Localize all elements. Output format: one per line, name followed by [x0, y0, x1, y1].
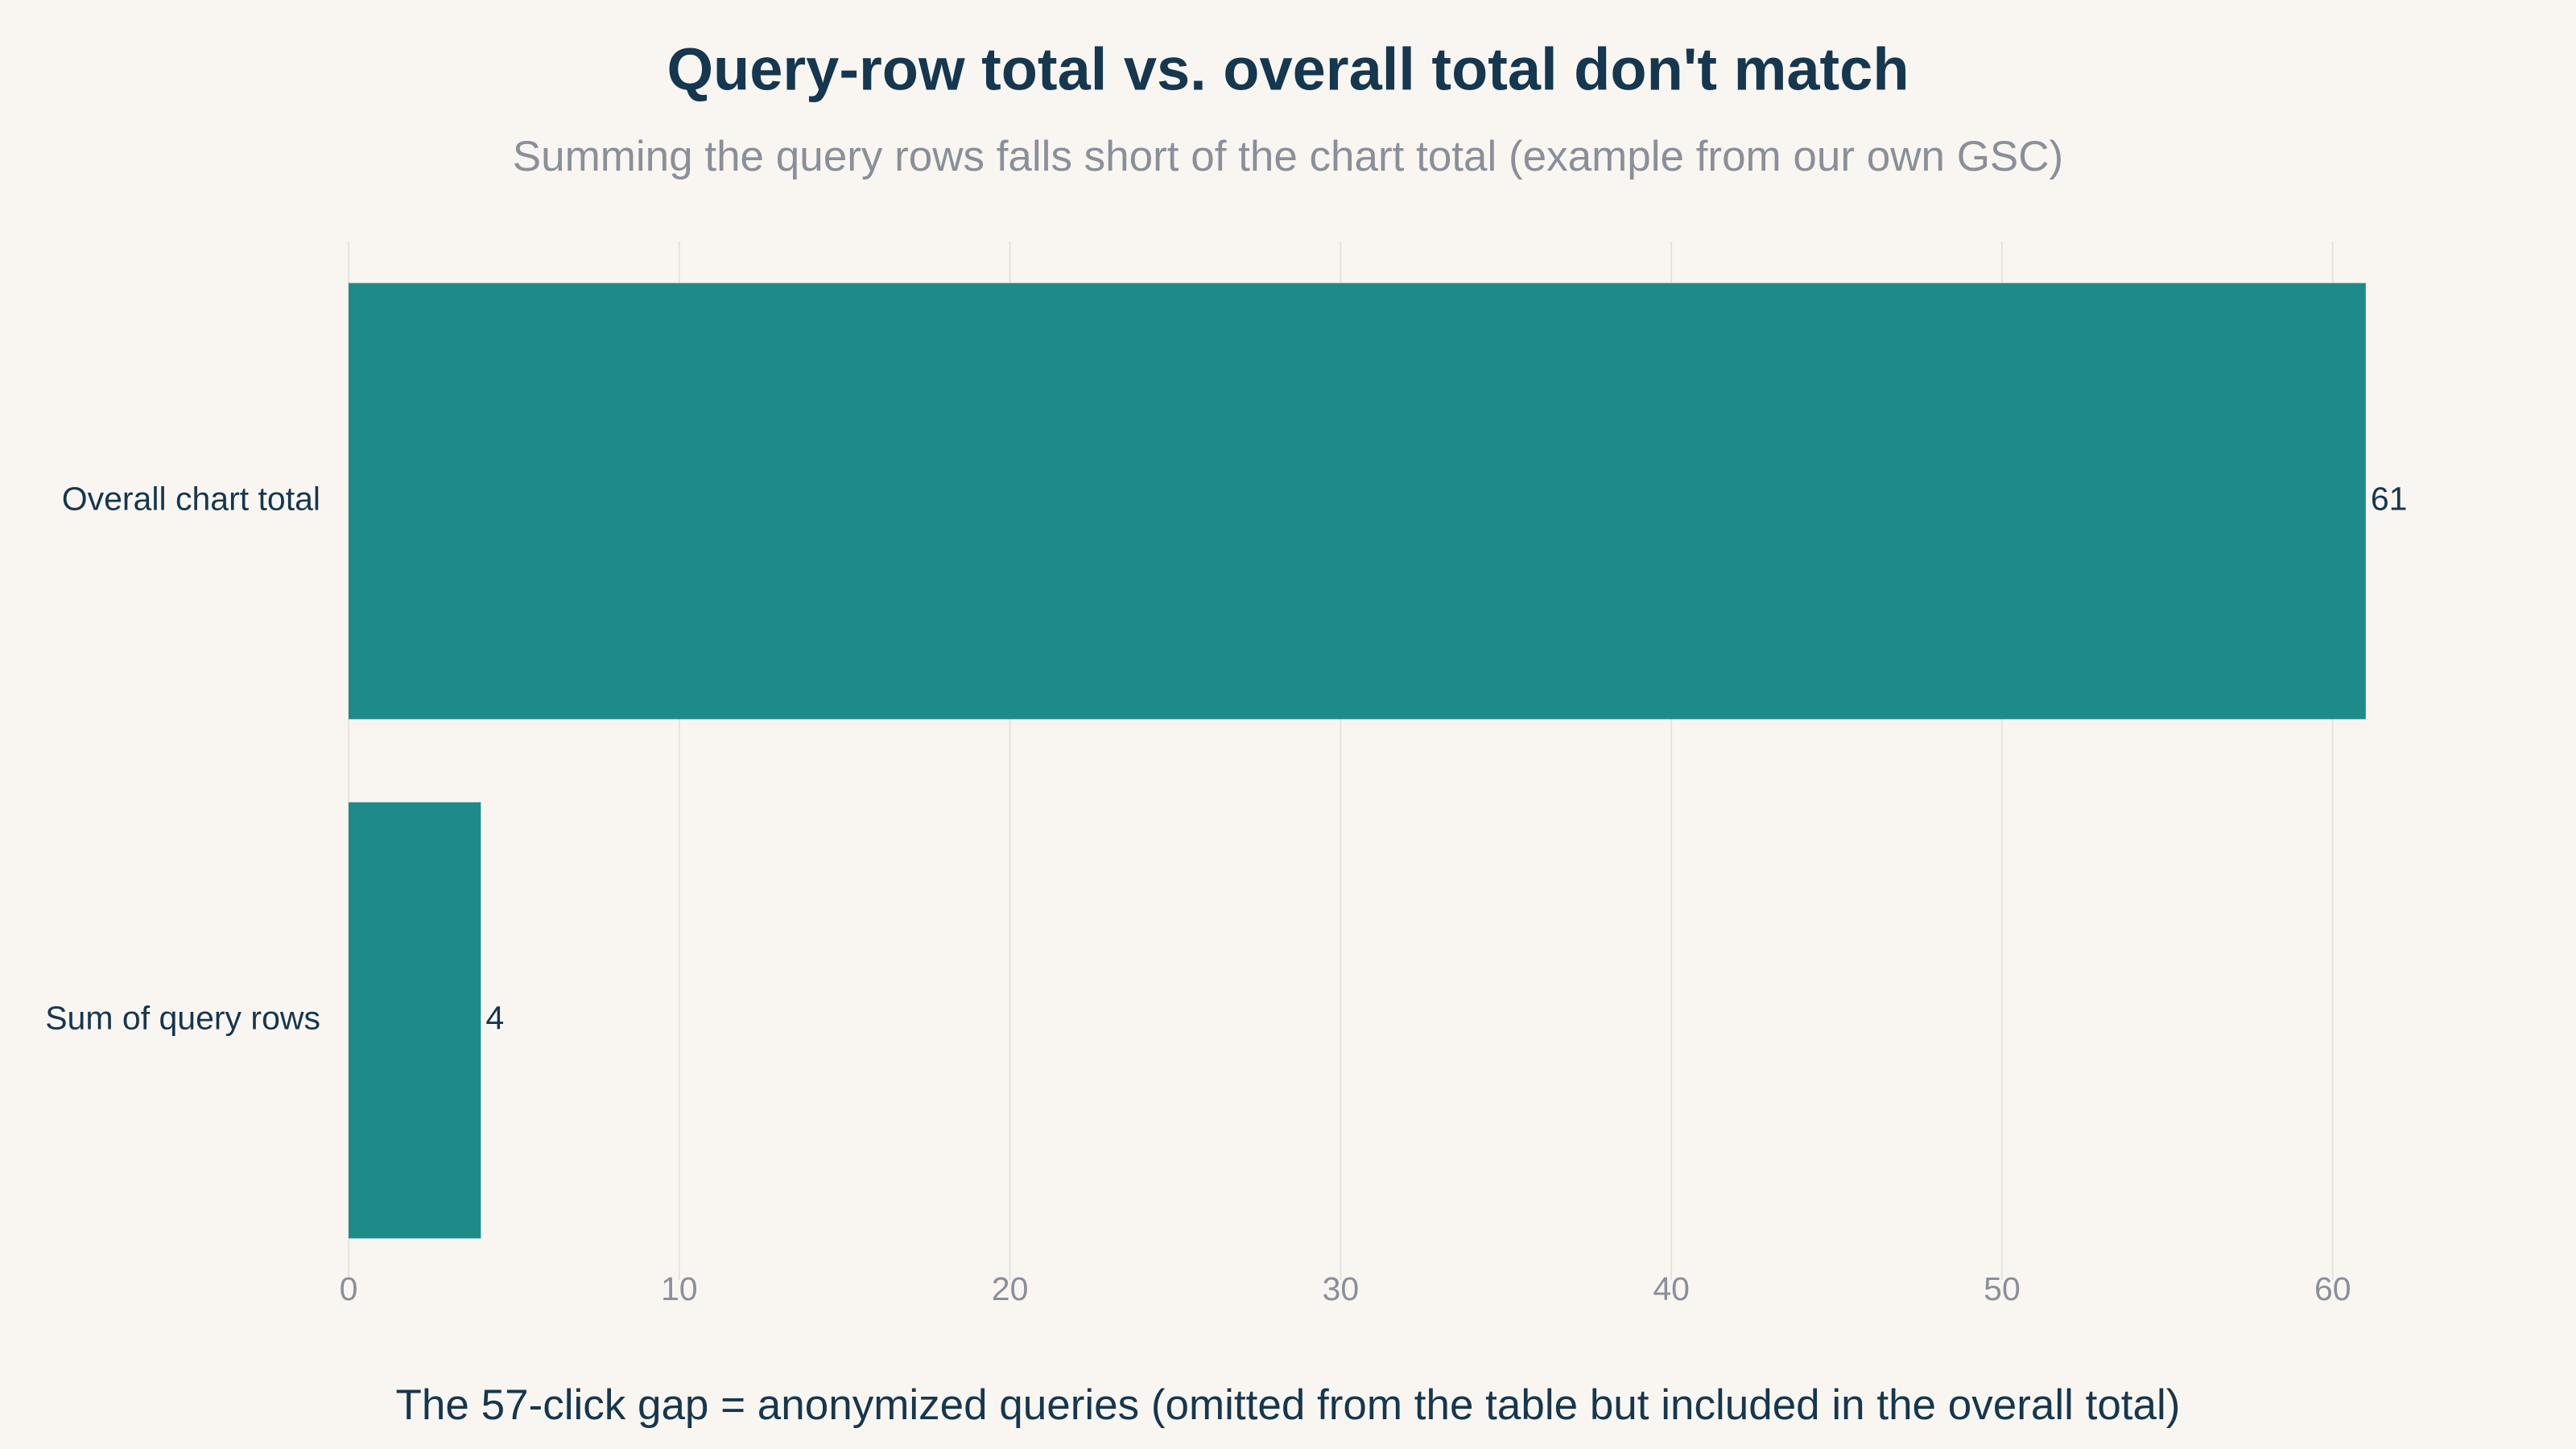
x-tick-label: 30: [1323, 1270, 1360, 1307]
y-tick-label: Overall chart total: [62, 480, 320, 517]
value-label: 61: [2371, 480, 2408, 517]
x-axis-label: The 57-click gap = anonymized queries (o…: [396, 1381, 2181, 1429]
x-tick-label: 0: [340, 1270, 358, 1307]
chart-subtitle: Summing the query rows falls short of th…: [513, 133, 2063, 180]
bar: [349, 802, 481, 1239]
x-tick-label: 40: [1653, 1270, 1690, 1307]
value-label: 4: [485, 999, 504, 1036]
x-tick-label: 60: [2314, 1270, 2351, 1307]
x-tick-label: 10: [661, 1270, 698, 1307]
y-tick-label: Sum of query rows: [45, 999, 320, 1036]
bar: [349, 283, 2366, 720]
chart-title: Query-row total vs. overall total don't …: [667, 36, 1909, 103]
x-tick-label: 50: [1984, 1270, 2021, 1307]
x-tick-label: 20: [992, 1270, 1029, 1307]
